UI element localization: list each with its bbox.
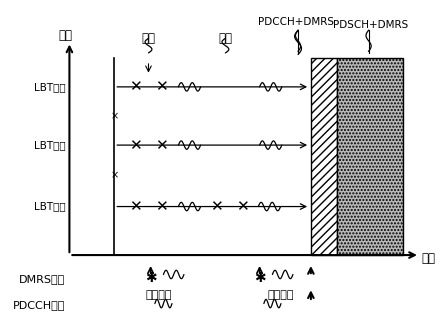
- Text: ×: ×: [110, 111, 119, 121]
- Text: PDCCH检测: PDCCH检测: [13, 300, 65, 310]
- Text: 忡绿: 忡绿: [142, 32, 155, 45]
- Text: PDCCH+DMRS: PDCCH+DMRS: [258, 17, 334, 27]
- Text: 空闲: 空闲: [218, 32, 232, 45]
- Text: ✕: ✕: [129, 79, 142, 94]
- Text: ✕: ✕: [129, 199, 142, 214]
- Text: LBT子带: LBT子带: [33, 140, 65, 150]
- Text: ✕: ✕: [155, 199, 168, 214]
- Text: LBT子带: LBT子带: [33, 82, 65, 92]
- Text: ✱: ✱: [145, 271, 156, 285]
- Text: PDSCH+DMRS: PDSCH+DMRS: [333, 20, 408, 30]
- Text: ✕: ✕: [155, 79, 168, 94]
- Text: ✕: ✕: [129, 138, 142, 153]
- Text: DMRS检测: DMRS检测: [19, 274, 65, 284]
- Bar: [311, 58, 337, 255]
- Text: 检测失败: 检测失败: [146, 291, 172, 300]
- Text: ✕: ✕: [210, 199, 223, 214]
- Text: LBT子带: LBT子带: [33, 202, 65, 212]
- Text: ✕: ✕: [236, 199, 249, 214]
- Bar: [337, 58, 403, 255]
- Text: ×: ×: [110, 171, 119, 181]
- Text: 频率: 频率: [58, 29, 72, 42]
- Text: 时间: 时间: [421, 252, 436, 265]
- Text: ✱: ✱: [254, 271, 266, 285]
- Text: ✕: ✕: [155, 138, 168, 153]
- Text: 检测成功: 检测成功: [268, 291, 294, 300]
